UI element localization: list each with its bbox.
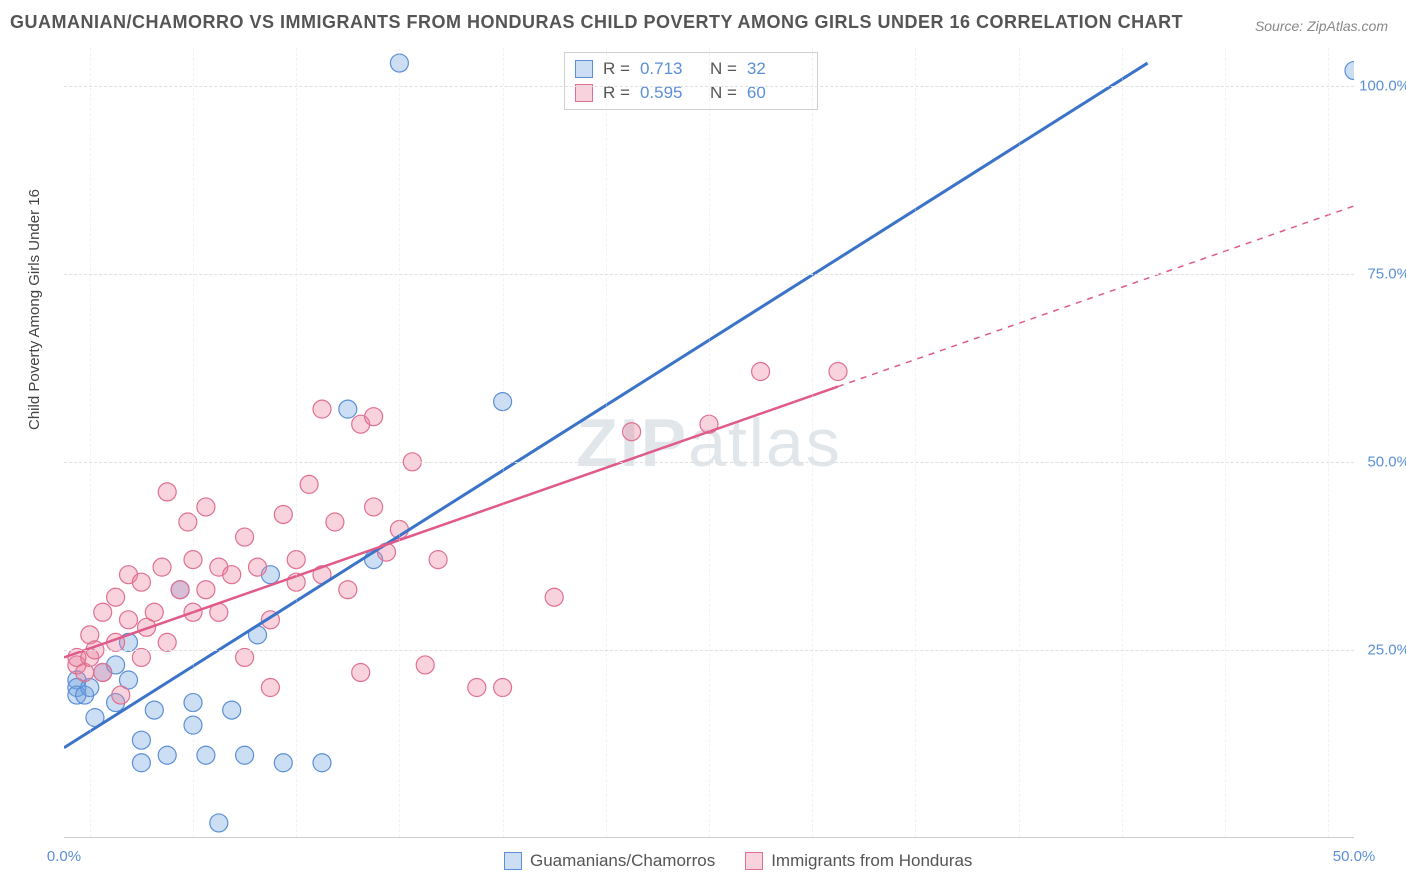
y-axis-label: Child Poverty Among Girls Under 16 xyxy=(26,189,43,430)
legend-item-pink: Immigrants from Honduras xyxy=(745,851,972,871)
chart-title: GUAMANIAN/CHAMORRO VS IMMIGRANTS FROM HO… xyxy=(10,12,1183,33)
legend-swatch-blue xyxy=(575,60,593,78)
r-value-blue: 0.713 xyxy=(640,59,700,79)
r-label: R = xyxy=(603,59,630,79)
y-tick-label: 75.0% xyxy=(1367,265,1406,282)
plot-area: ZIPatlas R = 0.713 N = 32 R = 0.595 N = … xyxy=(64,48,1354,838)
stat-row-blue: R = 0.713 N = 32 xyxy=(575,57,807,81)
n-value-blue: 32 xyxy=(747,59,807,79)
x-tick-label: 0.0% xyxy=(47,848,81,865)
n-label: N = xyxy=(710,59,737,79)
source-text: Source: ZipAtlas.com xyxy=(1255,18,1388,34)
y-tick-label: 25.0% xyxy=(1367,641,1406,658)
stat-row-pink: R = 0.595 N = 60 xyxy=(575,81,807,105)
x-tick-label: 50.0% xyxy=(1333,848,1376,865)
y-tick-label: 100.0% xyxy=(1359,77,1406,94)
legend-label-blue: Guamanians/Chamorros xyxy=(530,851,715,871)
y-tick-label: 50.0% xyxy=(1367,453,1406,470)
legend-swatch-blue-2 xyxy=(504,852,522,870)
legend-label-pink: Immigrants from Honduras xyxy=(771,851,972,871)
bottom-legend: Guamanians/Chamorros Immigrants from Hon… xyxy=(504,851,972,871)
chart-container: GUAMANIAN/CHAMORRO VS IMMIGRANTS FROM HO… xyxy=(0,0,1406,892)
legend-item-blue: Guamanians/Chamorros xyxy=(504,851,715,871)
stat-box: R = 0.713 N = 32 R = 0.595 N = 60 xyxy=(564,52,818,110)
legend-swatch-pink xyxy=(575,84,593,102)
legend-swatch-pink-2 xyxy=(745,852,763,870)
